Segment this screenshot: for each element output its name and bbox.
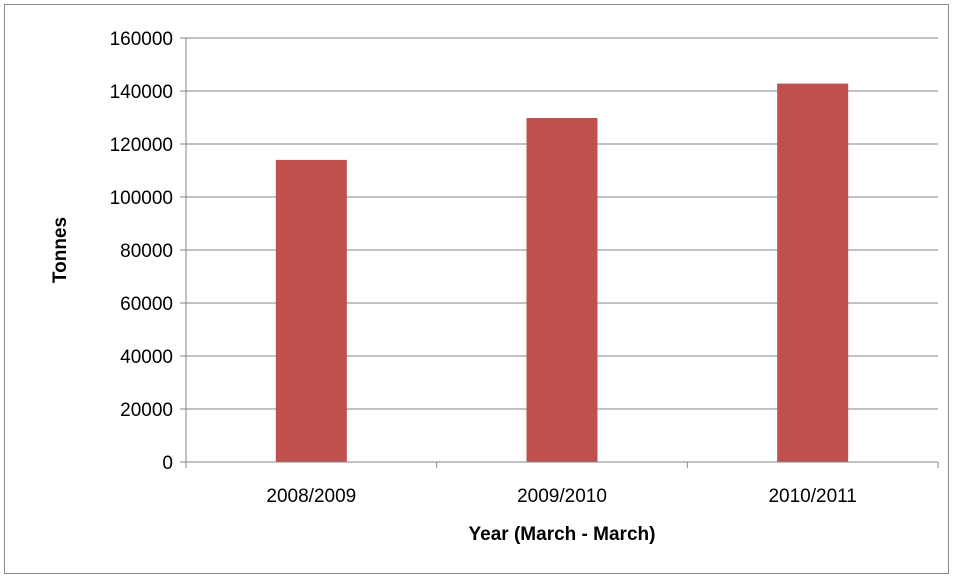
y-tick-label: 80000: [120, 241, 173, 262]
axes: [180, 37, 939, 468]
y-tick-label: 120000: [110, 135, 173, 156]
bars: [275, 83, 849, 462]
y-tick-label: 40000: [120, 347, 173, 368]
tick-labels: 0 20000 40000 60000 80000 100000 120000 140000 1…: [110, 29, 857, 507]
bar: [275, 159, 347, 462]
x-tick-label: 2008/2009: [266, 486, 356, 507]
y-tick-label: 20000: [120, 400, 173, 421]
x-tick-label: 2009/2010: [517, 486, 607, 507]
bar: [526, 118, 598, 462]
x-tick-label: 2010/2011: [768, 486, 856, 507]
bar: [777, 83, 849, 462]
y-tick-label: 60000: [120, 294, 173, 315]
y-tick-label: 160000: [110, 29, 173, 50]
y-tick-label: 140000: [110, 82, 173, 103]
y-tick-label: 0: [162, 453, 173, 474]
x-axis-title: Year (March - March): [469, 524, 656, 545]
y-tick-label: 100000: [110, 188, 173, 209]
y-axis-title: Tonnes: [50, 217, 71, 283]
